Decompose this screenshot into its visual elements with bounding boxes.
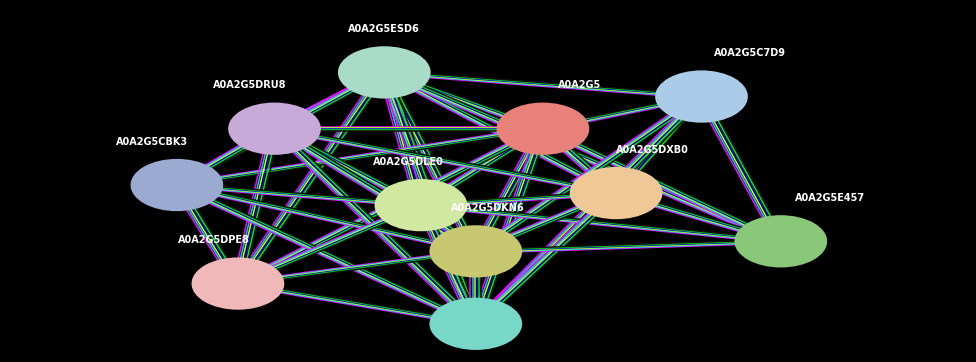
Ellipse shape bbox=[375, 179, 468, 231]
Ellipse shape bbox=[228, 102, 321, 155]
Ellipse shape bbox=[338, 46, 430, 98]
Text: A0A2G5C7D9: A0A2G5C7D9 bbox=[714, 48, 787, 58]
Text: A0A2G5DRU8: A0A2G5DRU8 bbox=[214, 80, 287, 90]
Ellipse shape bbox=[655, 70, 748, 123]
Ellipse shape bbox=[191, 257, 284, 310]
Text: A0A2G5DKN6: A0A2G5DKN6 bbox=[451, 203, 525, 213]
Ellipse shape bbox=[429, 298, 522, 350]
Text: A0A2G5DPE8: A0A2G5DPE8 bbox=[178, 235, 250, 245]
Ellipse shape bbox=[570, 167, 663, 219]
Ellipse shape bbox=[735, 215, 828, 268]
Text: A0A2G5DLE0: A0A2G5DLE0 bbox=[373, 157, 444, 167]
Ellipse shape bbox=[131, 159, 224, 211]
Text: A0A2G5E457: A0A2G5E457 bbox=[794, 193, 865, 203]
Text: A0A2G5: A0A2G5 bbox=[558, 80, 601, 90]
Ellipse shape bbox=[429, 225, 522, 278]
Text: A0A2G5ESD6: A0A2G5ESD6 bbox=[348, 24, 421, 34]
Ellipse shape bbox=[497, 102, 590, 155]
Text: A0A2G5CBK3: A0A2G5CBK3 bbox=[116, 137, 188, 147]
Text: A0A2G5DXB0: A0A2G5DXB0 bbox=[616, 145, 689, 155]
